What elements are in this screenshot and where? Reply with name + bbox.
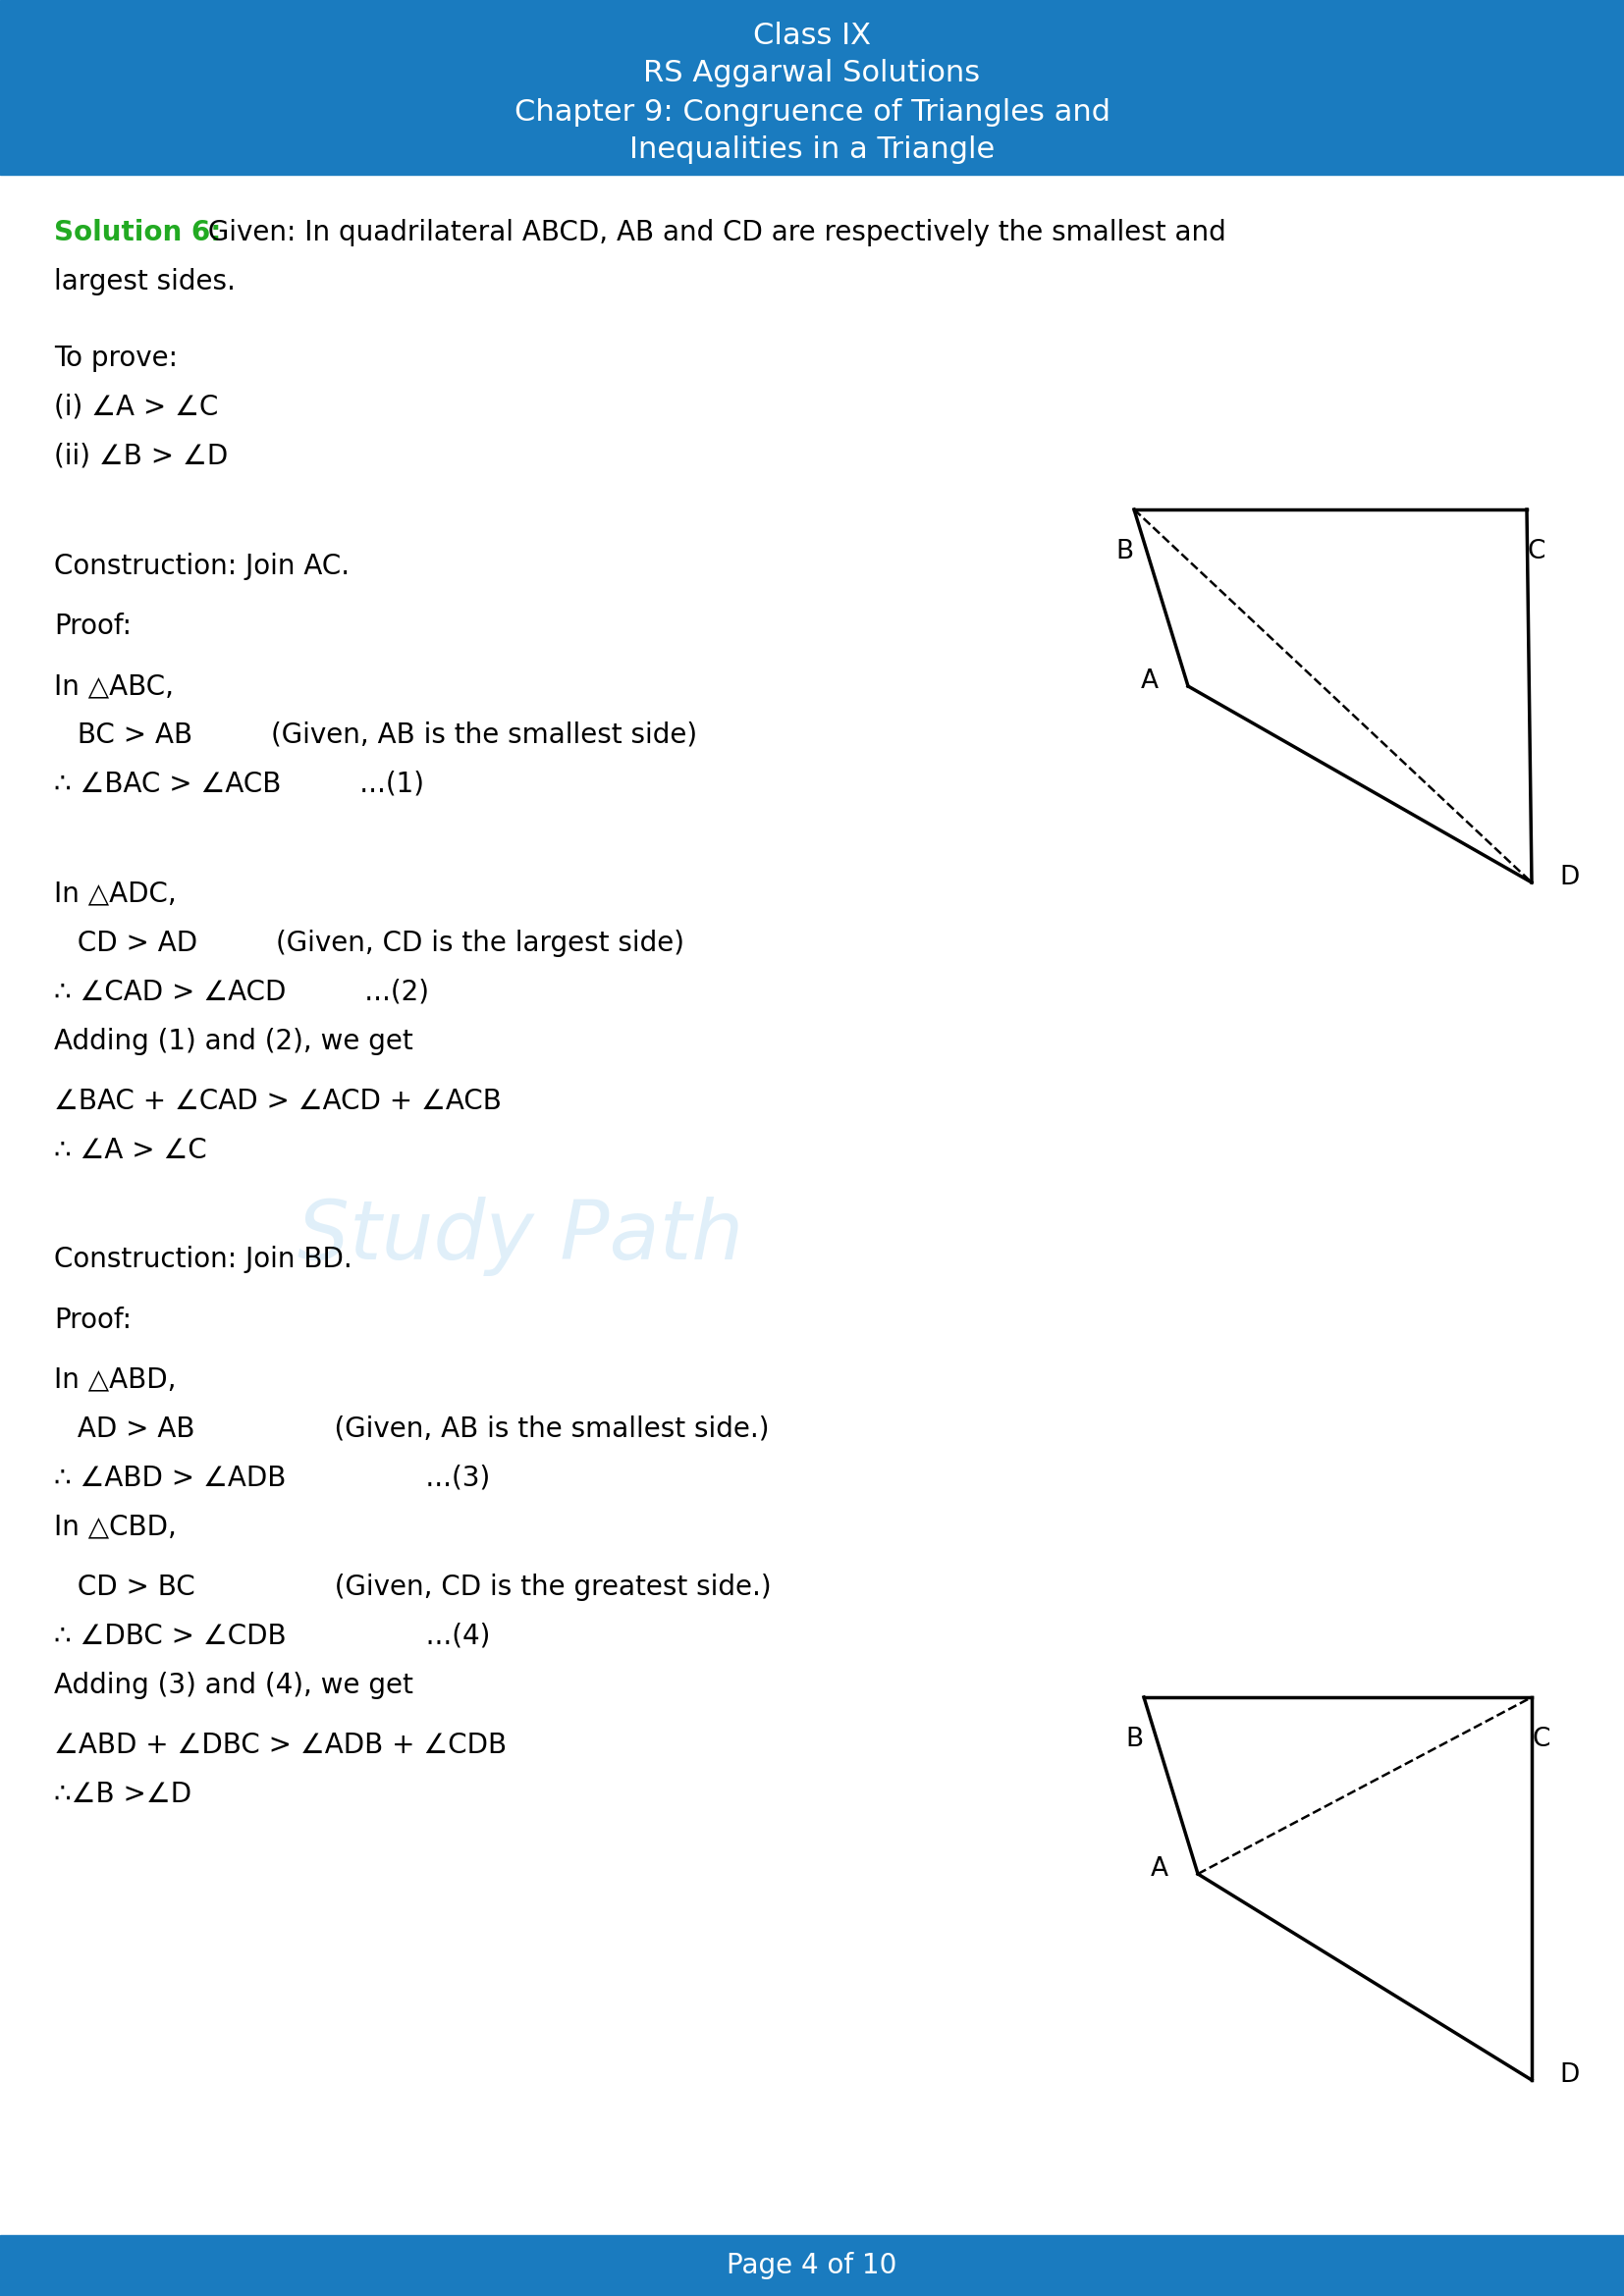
Bar (0, 0, 1624, 174)
Text: In △ABC,: In △ABC, (54, 673, 174, 700)
Text: Page 4 of 10: Page 4 of 10 (728, 2252, 896, 2280)
Text: In △CBD,: In △CBD, (54, 1513, 177, 1541)
Text: BC > AB         (Given, AB is the smallest side): BC > AB (Given, AB is the smallest side) (68, 721, 697, 748)
Text: Inequalities in a Triangle: Inequalities in a Triangle (628, 135, 996, 163)
Text: CD > AD         (Given, CD is the largest side): CD > AD (Given, CD is the largest side) (68, 930, 684, 957)
Text: Proof:: Proof: (54, 613, 132, 641)
Text: To prove:: To prove: (54, 344, 177, 372)
Text: (i) ∠A > ∠C: (i) ∠A > ∠C (54, 393, 218, 420)
Text: ∴∠B >∠D: ∴∠B >∠D (54, 1782, 192, 1809)
Text: Given: In quadrilateral ABCD, AB and CD are respectively the smallest and: Given: In quadrilateral ABCD, AB and CD … (200, 218, 1226, 246)
Text: C: C (1528, 540, 1546, 565)
Text: ∴ ∠ABD > ∠ADB                ...(3): ∴ ∠ABD > ∠ADB ...(3) (54, 1465, 490, 1492)
Text: ∴ ∠A > ∠C: ∴ ∠A > ∠C (54, 1137, 206, 1164)
Text: D: D (1559, 2062, 1579, 2087)
Text: RS Aggarwal Solutions: RS Aggarwal Solutions (643, 60, 981, 87)
Text: B: B (1116, 540, 1134, 565)
Text: Chapter 9: Congruence of Triangles and: Chapter 9: Congruence of Triangles and (515, 99, 1109, 126)
Text: Construction: Join BD.: Construction: Join BD. (54, 1247, 352, 1274)
Text: Proof:: Proof: (54, 1306, 132, 1334)
Bar (0, 2234, 1624, 2296)
Text: Class IX: Class IX (754, 21, 870, 51)
Text: CD > BC                (Given, CD is the greatest side.): CD > BC (Given, CD is the greatest side.… (68, 1573, 771, 1600)
Text: (ii) ∠B > ∠D: (ii) ∠B > ∠D (54, 443, 227, 471)
Text: ∠BAC + ∠CAD > ∠ACD + ∠ACB: ∠BAC + ∠CAD > ∠ACD + ∠ACB (54, 1088, 502, 1116)
Text: A: A (1142, 668, 1158, 693)
Text: A: A (1151, 1855, 1168, 1883)
Text: D: D (1559, 866, 1579, 891)
Text: Adding (1) and (2), we get: Adding (1) and (2), we get (54, 1026, 412, 1054)
Text: In △ADC,: In △ADC, (54, 879, 177, 907)
Text: Solution 6:: Solution 6: (54, 218, 221, 246)
Text: ∠ABD + ∠DBC > ∠ADB + ∠CDB: ∠ABD + ∠DBC > ∠ADB + ∠CDB (54, 1731, 507, 1759)
Text: In △ABD,: In △ABD, (54, 1366, 177, 1394)
Text: ∴ ∠DBC > ∠CDB                ...(4): ∴ ∠DBC > ∠CDB ...(4) (54, 1623, 490, 1651)
Text: C: C (1533, 1727, 1551, 1752)
Text: AD > AB                (Given, AB is the smallest side.): AD > AB (Given, AB is the smallest side.… (68, 1414, 770, 1442)
Text: ∴ ∠CAD > ∠ACD         ...(2): ∴ ∠CAD > ∠ACD ...(2) (54, 978, 429, 1006)
Text: Adding (3) and (4), we get: Adding (3) and (4), we get (54, 1671, 412, 1699)
Text: largest sides.: largest sides. (54, 269, 235, 296)
Text: B: B (1125, 1727, 1143, 1752)
Text: ∴ ∠BAC > ∠ACB         ...(1): ∴ ∠BAC > ∠ACB ...(1) (54, 771, 424, 799)
Text: Construction: Join AC.: Construction: Join AC. (54, 553, 349, 581)
Text: Study Path: Study Path (297, 1196, 744, 1277)
